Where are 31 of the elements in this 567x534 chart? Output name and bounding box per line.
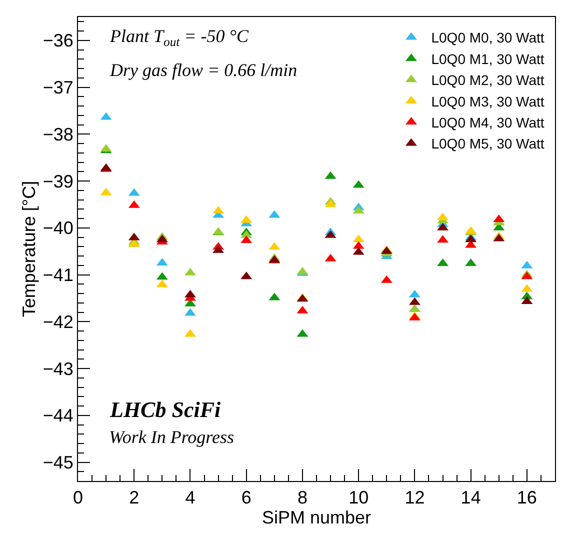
- x-tick-label: 2: [129, 488, 140, 508]
- y-tick-label: −39: [42, 171, 74, 192]
- legend-label: L0Q0 M2, 30 Watt: [431, 72, 544, 88]
- x-tick-label: 16: [516, 488, 537, 508]
- x-tick-label: 10: [348, 488, 369, 508]
- y-axis-title: Temperature [°C]: [19, 180, 40, 318]
- x-axis-title: SiPM number: [262, 508, 372, 528]
- annotation: Dry gas flow = 0.66 l/min: [109, 60, 298, 80]
- legend-label: L0Q0 M1, 30 Watt: [431, 50, 544, 67]
- x-tick-label: 6: [241, 488, 252, 508]
- y-tick-label: −45: [42, 452, 74, 473]
- y-tick-label: −42: [42, 312, 74, 332]
- x-tick-label: 0: [72, 488, 84, 508]
- y-tick-label: −36: [42, 30, 74, 51]
- x-tick-label: 12: [404, 488, 425, 508]
- y-tick-label: −41: [42, 265, 74, 286]
- y-tick-label: −38: [42, 124, 74, 144]
- y-tick-label: −43: [42, 358, 74, 379]
- x-tick-label: 8: [297, 488, 308, 508]
- annotation: Plant T$_{out}$ = -50 °C: [109, 26, 250, 49]
- annotation: Work In Progress: [109, 427, 234, 447]
- legend-label: L0Q0 M0, 30 Watt: [431, 30, 544, 46]
- legend-label: L0Q0 M3, 30 Watt: [431, 93, 544, 110]
- x-tick-label: 14: [460, 488, 481, 508]
- annotation: LHCb SciFi: [109, 397, 222, 422]
- y-tick-label: −37: [42, 78, 74, 98]
- legend-label: L0Q0 M5, 30 Watt: [431, 136, 544, 152]
- y-tick-label: −40: [42, 218, 74, 238]
- y-tick-label: −44: [42, 406, 74, 426]
- legend-label: L0Q0 M4, 30 Watt: [431, 114, 544, 130]
- x-tick-label: 4: [185, 488, 196, 508]
